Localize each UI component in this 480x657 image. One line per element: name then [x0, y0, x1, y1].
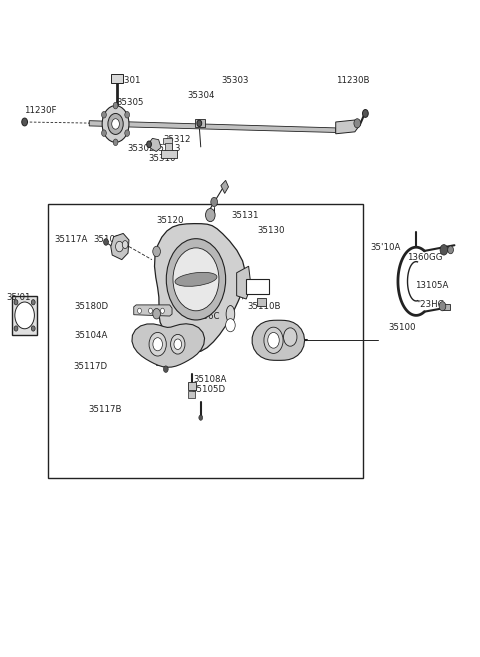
Text: 35102: 35102	[94, 235, 121, 244]
Circle shape	[104, 238, 108, 245]
Text: 13105A: 13105A	[415, 281, 448, 290]
Bar	[188, 392, 194, 398]
Text: 35117A: 35117A	[54, 235, 88, 244]
Circle shape	[226, 319, 235, 332]
Circle shape	[125, 112, 130, 118]
Text: 35106C: 35106C	[186, 312, 219, 321]
Text: 35301: 35301	[114, 76, 141, 85]
Text: 11230F: 11230F	[24, 106, 56, 116]
Polygon shape	[155, 223, 245, 352]
Circle shape	[125, 130, 130, 137]
Polygon shape	[237, 266, 251, 299]
Text: 35117B: 35117B	[88, 405, 122, 415]
Circle shape	[153, 338, 162, 351]
Bar	[48, 204, 363, 478]
Circle shape	[199, 415, 203, 420]
Text: 35'10A: 35'10A	[371, 242, 401, 252]
Circle shape	[440, 244, 448, 255]
Circle shape	[153, 246, 160, 257]
Circle shape	[211, 197, 217, 206]
Text: 35310: 35310	[149, 154, 176, 163]
Circle shape	[14, 326, 18, 331]
Circle shape	[439, 302, 446, 311]
Circle shape	[173, 248, 219, 311]
Polygon shape	[111, 233, 129, 260]
Circle shape	[147, 141, 152, 148]
Circle shape	[14, 300, 18, 305]
Circle shape	[354, 119, 360, 128]
Polygon shape	[89, 121, 336, 133]
Bar	[257, 298, 266, 306]
Text: 35304: 35304	[187, 91, 215, 100]
Text: 1360GG: 1360GG	[408, 252, 443, 261]
Circle shape	[197, 120, 202, 127]
Polygon shape	[149, 139, 161, 152]
Circle shape	[102, 112, 107, 118]
Circle shape	[116, 241, 123, 252]
Text: 35131: 35131	[231, 212, 259, 220]
Bar	[111, 74, 123, 83]
Circle shape	[160, 308, 164, 313]
Polygon shape	[132, 324, 204, 367]
Circle shape	[102, 106, 129, 143]
Text: 35120: 35120	[157, 216, 184, 225]
Circle shape	[31, 326, 35, 331]
Text: 35108A: 35108A	[193, 375, 227, 384]
Circle shape	[31, 300, 35, 305]
Circle shape	[448, 246, 454, 254]
Circle shape	[15, 302, 35, 328]
Circle shape	[163, 366, 168, 373]
Circle shape	[102, 130, 107, 137]
Ellipse shape	[226, 306, 235, 323]
Circle shape	[284, 328, 297, 346]
Text: 35100: 35100	[388, 323, 416, 332]
Circle shape	[166, 238, 226, 320]
Text: 35105D: 35105D	[192, 385, 226, 394]
Circle shape	[153, 309, 160, 319]
Circle shape	[264, 327, 283, 353]
Circle shape	[112, 119, 120, 129]
Ellipse shape	[175, 273, 217, 286]
Text: 11230B: 11230B	[336, 76, 369, 85]
Bar	[246, 279, 269, 294]
Text: "23HG: "23HG	[416, 300, 444, 309]
Text: 35'01: 35'01	[7, 292, 31, 302]
Bar	[194, 120, 205, 127]
Circle shape	[174, 339, 181, 350]
Text: 35180D: 35180D	[74, 302, 108, 311]
Circle shape	[113, 139, 118, 146]
Text: 35104: 35104	[240, 279, 268, 288]
Circle shape	[268, 332, 279, 348]
Polygon shape	[252, 320, 305, 360]
Circle shape	[205, 208, 215, 221]
Bar	[188, 382, 196, 390]
Polygon shape	[134, 305, 172, 316]
Circle shape	[149, 308, 153, 313]
Text: 35302: 35302	[128, 145, 155, 153]
Polygon shape	[336, 120, 360, 134]
Circle shape	[170, 334, 185, 354]
Text: 35110B: 35110B	[248, 302, 281, 311]
Bar	[163, 138, 172, 145]
Text: 35117D: 35117D	[73, 362, 108, 371]
Circle shape	[122, 240, 128, 248]
Circle shape	[113, 102, 118, 109]
Text: 35305: 35305	[116, 98, 144, 107]
Circle shape	[149, 332, 166, 356]
Bar	[161, 150, 177, 158]
Text: 35312: 35312	[163, 135, 191, 143]
Circle shape	[22, 118, 27, 126]
Text: 35313: 35313	[154, 145, 181, 153]
Text: 35104A: 35104A	[74, 330, 108, 340]
Bar	[12, 296, 37, 335]
Text: 35303: 35303	[221, 76, 249, 85]
Bar	[165, 143, 171, 150]
Bar	[443, 304, 450, 310]
Text: 35130: 35130	[257, 226, 285, 235]
Polygon shape	[221, 180, 228, 193]
Circle shape	[108, 114, 123, 135]
Circle shape	[138, 308, 142, 313]
Circle shape	[362, 110, 368, 118]
